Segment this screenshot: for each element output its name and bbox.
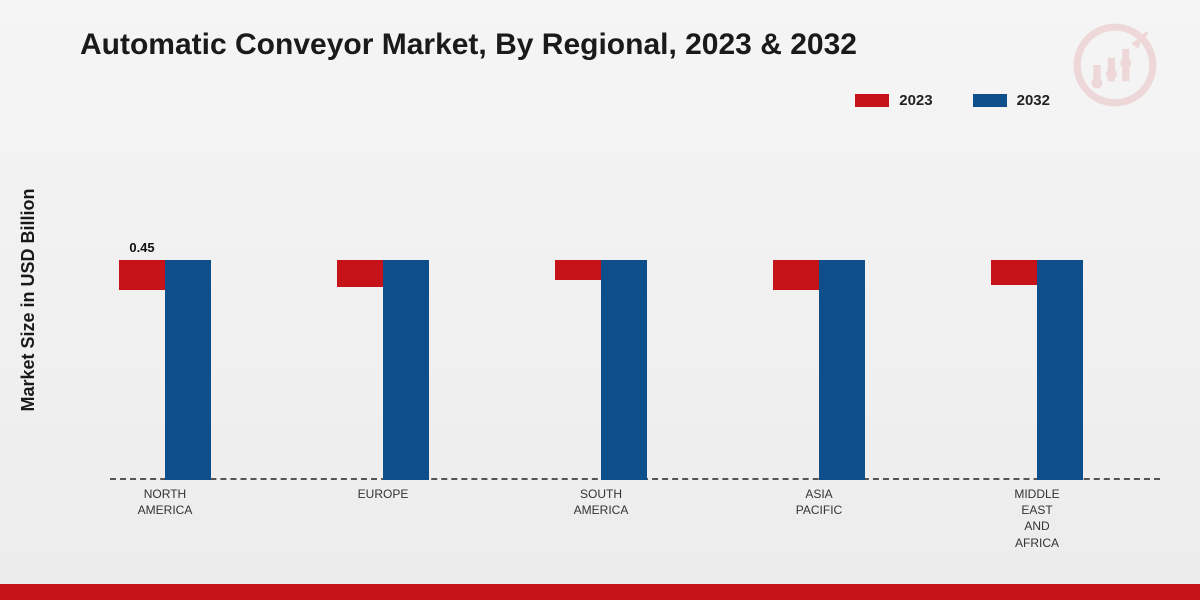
bar-group [328,260,438,480]
legend-swatch-2032 [973,94,1007,107]
x-axis-category-label: ASIAPACIFIC [764,486,874,518]
x-axis-category-label: NORTHAMERICA [110,486,220,518]
legend-item-2032: 2032 [973,92,1050,109]
legend-label-2023: 2023 [899,92,932,109]
legend-swatch-2023 [855,94,889,107]
chart-plot-area: 0.45 [110,140,1160,480]
x-axis-category-label: EUROPE [328,486,438,502]
bar-group [546,260,656,480]
bar-2023 [773,260,819,290]
x-axis-category-label: SOUTHAMERICA [546,486,656,518]
y-axis-label: Market Size in USD Billion [18,188,39,411]
bar-2032 [601,260,647,480]
bar-group [764,260,874,480]
bar-2023 [555,260,601,280]
bar-group [982,260,1092,480]
bar-2023: 0.45 [119,260,165,290]
footer-accent-bar [0,584,1200,600]
x-axis-labels: NORTHAMERICA EUROPE SOUTHAMERICA ASIAPACIFI… [110,486,1160,566]
legend: 2023 2032 [855,92,1050,109]
bar-2032 [383,260,429,480]
watermark-logo-icon [1070,20,1160,110]
bar-value-label: 0.45 [129,240,154,255]
bar-2023 [991,260,1037,285]
bar-2032 [1037,260,1083,480]
chart-title: Automatic Conveyor Market, By Regional, … [80,28,857,62]
bar-group: 0.45 [110,260,220,480]
legend-item-2023: 2023 [855,92,932,109]
bar-2032 [165,260,211,480]
bar-2023 [337,260,383,287]
bar-2032 [819,260,865,480]
x-axis-category-label: MIDDLEEASTANDAFRICA [982,486,1092,551]
legend-label-2032: 2032 [1017,92,1050,109]
